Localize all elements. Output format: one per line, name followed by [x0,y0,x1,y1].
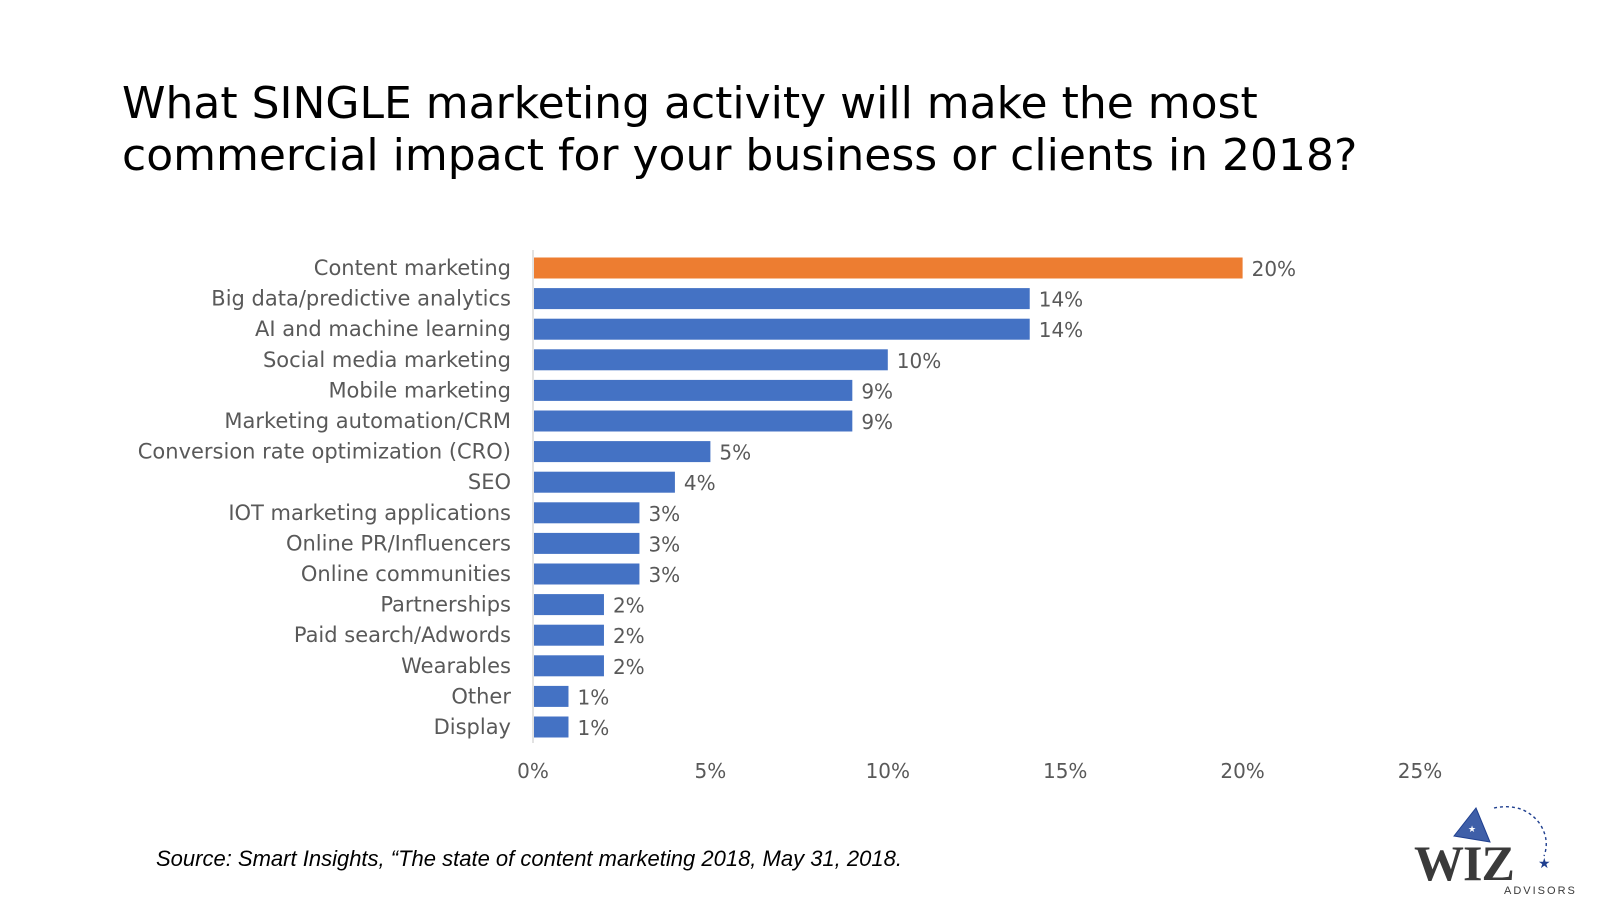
category-label: Content marketing [314,256,511,280]
category-label: Other [451,684,511,708]
data-label: 3% [648,502,680,526]
category-label: Mobile marketing [328,378,511,402]
category-label: AI and machine learning [255,317,511,341]
x-tick-label: 25% [1398,759,1442,783]
chart-title: What SINGLE marketing activity will make… [122,78,1522,182]
svg-text:★: ★ [1468,825,1476,835]
svg-text:WIZ: WIZ [1414,835,1514,891]
data-label: 20% [1252,257,1296,281]
category-label: Wearables [401,654,511,678]
bar [534,349,888,371]
data-label: 9% [861,379,893,403]
bar [534,441,711,463]
category-label: Marketing automation/CRM [224,409,511,433]
wiz-advisors-logo: ★ ★ WIZ ADVISORS [1414,806,1577,897]
svg-text:★: ★ [1538,856,1551,872]
bar [534,655,604,677]
category-label: SEO [468,470,511,494]
data-label: 3% [648,563,680,587]
category-label: IOT marketing applications [228,501,511,525]
bar [534,624,604,646]
data-label: 2% [613,655,645,679]
bar [534,379,853,401]
data-label: 14% [1039,318,1083,342]
bar [534,563,640,585]
data-label: 1% [577,685,609,709]
bar [534,257,1243,279]
data-label: 3% [648,532,680,556]
bar [534,716,569,738]
category-label: Big data/predictive analytics [211,287,511,311]
data-label: 5% [719,441,751,465]
x-tick-label: 20% [1220,759,1264,783]
bar [534,685,569,707]
data-label: 2% [613,594,645,618]
x-tick-label: 5% [695,759,727,783]
x-tick-label: 0% [517,759,549,783]
data-label: 9% [861,410,893,434]
category-label: Social media marketing [263,348,511,372]
data-label: 1% [577,716,609,740]
bar [534,502,640,524]
bar [534,288,1030,310]
svg-text:ADVISORS: ADVISORS [1504,885,1577,897]
title-line-2: commercial impact for your business or c… [122,130,1358,181]
data-label: 2% [613,624,645,648]
bar [534,532,640,554]
data-label: 4% [684,471,716,495]
category-label: Online PR/Influencers [286,531,511,555]
category-label: Display [434,715,511,739]
category-label: Paid search/Adwords [294,623,511,647]
data-label: 10% [897,349,941,373]
x-tick-label: 15% [1043,759,1087,783]
data-label: 14% [1039,288,1083,312]
bar [534,471,675,493]
bar [534,594,604,616]
x-tick-label: 10% [866,759,910,783]
bar [534,318,1030,340]
category-label: Conversion rate optimization (CRO) [138,440,511,464]
category-label: Partnerships [380,593,511,617]
category-label: Online communities [301,562,511,586]
title-line-1: What SINGLE marketing activity will make… [122,78,1258,129]
bar [534,410,853,432]
source-note: Source: Smart Insights, “The state of co… [156,846,902,871]
